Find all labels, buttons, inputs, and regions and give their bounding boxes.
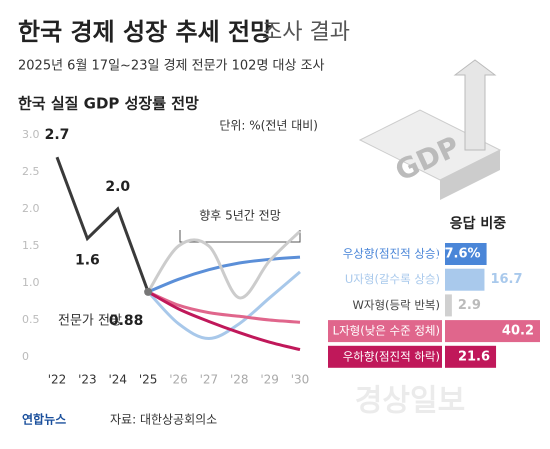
y-tick-label: 1.5 <box>22 239 40 252</box>
series-line <box>147 290 301 324</box>
value-label: 40.2 <box>502 324 534 339</box>
bar <box>445 345 497 368</box>
watermark: 경상일보 <box>355 384 465 419</box>
logo: 연합뉴스 <box>22 412 66 427</box>
bar <box>445 268 485 291</box>
value-label: 2.9 <box>458 298 481 313</box>
chart-title: 한국 실질 GDP 성장률 전망 <box>18 95 199 113</box>
unit: 단위: %(전년 대비) <box>219 119 318 133</box>
bar-title: 응답 비중 <box>450 215 507 232</box>
series-line <box>147 290 301 352</box>
title-suffix: 조사 결과 <box>262 20 350 45</box>
y-tick-label: 2.5 <box>22 165 40 178</box>
x-tick-label: '25 <box>139 373 158 387</box>
subtitle: 2025년 6월 17일~23일 경제 전문가 102명 대상 조사 <box>18 59 325 74</box>
bar <box>445 320 540 343</box>
y-tick-label: 0 <box>22 350 29 363</box>
start-point <box>144 287 153 296</box>
y-tick-label: 3.0 <box>22 128 40 141</box>
value-label: 2.7 <box>45 127 70 143</box>
y-tick-label: 2.0 <box>22 202 40 215</box>
x-tick-label: '29 <box>260 373 279 387</box>
x-tick-label: '23 <box>78 373 97 387</box>
expert-label: 전문가 전망 <box>58 314 122 329</box>
value-label: 17.6% <box>435 247 480 262</box>
title: 한국 경제 성장 추세 전망 <box>18 18 272 46</box>
value-label: 16.7 <box>490 272 522 287</box>
x-tick-label: '30 <box>291 373 310 387</box>
bar <box>445 243 487 265</box>
forecast-bracket <box>179 230 301 243</box>
category-label: 우하향(점진적 하락) <box>343 349 440 363</box>
bar <box>445 294 452 317</box>
source: 자료: 대한상공회의소 <box>110 413 217 427</box>
value-label: 0.88 <box>109 313 144 329</box>
category-label: L자형(낮은 수준 정체) <box>333 324 440 338</box>
category-box <box>328 320 442 343</box>
series-line <box>147 270 301 341</box>
y-tick-label: 1.0 <box>22 276 40 289</box>
forecast-label: 향후 5년간 전망 <box>199 209 281 223</box>
gdp-illustration: GDP <box>358 59 502 200</box>
series-line <box>55 156 150 293</box>
category-label: W자형(등락 반복) <box>353 298 440 312</box>
x-tick-label: '22 <box>48 373 67 387</box>
series-line <box>146 230 302 300</box>
category-label: U자형(갈수록 상승) <box>345 272 440 286</box>
y-tick-label: 0.5 <box>22 313 40 326</box>
value-label: 1.6 <box>75 253 100 269</box>
x-tick-label: '27 <box>200 373 219 387</box>
x-tick-label: '24 <box>108 373 127 387</box>
category-box <box>328 345 442 368</box>
category-label: 우상향(점진적 상승) <box>343 247 440 261</box>
value-label: 2.0 <box>105 179 130 195</box>
x-tick-label: '26 <box>169 373 188 387</box>
x-tick-label: '28 <box>230 373 249 387</box>
value-label: 21.6 <box>458 349 490 364</box>
